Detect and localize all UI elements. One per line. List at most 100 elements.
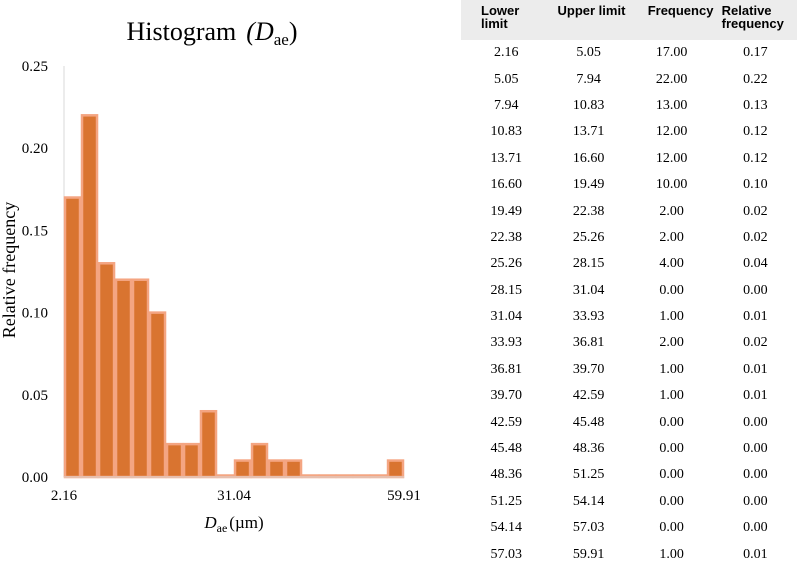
cell-relative-frequency: 0.00	[743, 520, 768, 536]
histogram-bar	[199, 409, 218, 479]
cell-frequency: 4.00	[659, 256, 684, 272]
x-axis-label-unit: (µm)	[229, 513, 263, 532]
cell-lower-limit: 16.60	[490, 177, 523, 193]
cell-relative-frequency: 0.02	[743, 229, 768, 245]
cell-lower-limit: 48.36	[490, 467, 523, 483]
cell-upper-limit: 25.26	[572, 229, 605, 245]
chart-title: Histogram (Dae)	[127, 17, 298, 49]
table-row: 7.94 10.83 13.00 0.13	[461, 93, 797, 119]
header-relative-frequency: Relative frequency	[713, 0, 797, 40]
cell-upper-limit: 31.04	[572, 282, 605, 298]
cell-frequency: 0.00	[659, 467, 684, 483]
cell-lower-limit: 39.70	[490, 388, 523, 404]
cell-relative-frequency: 0.00	[743, 467, 768, 483]
cell-lower-limit: 54.14	[490, 520, 523, 536]
table-row: 51.25 54.14 0.00 0.00	[461, 489, 797, 515]
cell-relative-frequency: 0.01	[743, 309, 768, 325]
y-tick-label: 0.20	[22, 141, 48, 157]
x-tick-label: 31.04	[217, 488, 251, 504]
cell-upper-limit: 42.59	[572, 388, 605, 404]
y-tick-label: 0.25	[22, 59, 48, 75]
cell-upper-limit: 36.81	[572, 335, 605, 351]
cell-lower-limit: 2.16	[494, 45, 519, 61]
table-row: 2.16 5.05 17.00 0.17	[461, 40, 797, 66]
table-row: 13.71 16.60 12.00 0.12	[461, 146, 797, 172]
cell-frequency: 12.00	[655, 124, 688, 140]
cell-upper-limit: 33.93	[572, 309, 605, 325]
chart-title-paren-open: (	[246, 17, 256, 46]
x-axis-label-var: D	[203, 513, 217, 532]
histogram-bar	[165, 442, 184, 479]
cell-frequency: 1.00	[659, 361, 684, 377]
cell-upper-limit: 28.15	[572, 256, 605, 272]
histogram-bar	[63, 196, 82, 479]
cell-relative-frequency: 0.12	[743, 124, 768, 140]
cell-frequency: 0.00	[659, 441, 684, 457]
histogram-bar	[250, 442, 269, 479]
x-axis-label: Dae (µm)	[203, 513, 263, 535]
histogram-bar	[148, 311, 167, 479]
histogram-bar	[233, 459, 252, 479]
table-header-row: Lower limit Upper limit Frequency Relati…	[461, 0, 797, 40]
cell-lower-limit: 7.94	[494, 97, 519, 113]
cell-relative-frequency: 0.01	[743, 388, 768, 404]
histogram-bar	[267, 459, 286, 479]
cell-frequency: 2.00	[659, 335, 684, 351]
header-upper-limit: Upper limit	[547, 0, 630, 40]
table-row: 10.83 13.71 12.00 0.12	[461, 119, 797, 145]
table-row: 22.38 25.26 2.00 0.02	[461, 225, 797, 251]
histogram-bars	[63, 114, 405, 479]
cell-frequency: 12.00	[655, 150, 688, 166]
cell-frequency: 0.00	[659, 282, 684, 298]
table-row: 31.04 33.93 1.00 0.01	[461, 304, 797, 330]
cell-relative-frequency: 0.12	[743, 150, 768, 166]
histogram-bar	[386, 459, 405, 479]
cell-lower-limit: 25.26	[490, 256, 523, 272]
table-row: 57.03 59.91 1.00 0.01	[461, 541, 797, 567]
cell-frequency: 0.00	[659, 493, 684, 509]
cell-relative-frequency: 0.00	[743, 493, 768, 509]
cell-lower-limit: 31.04	[490, 309, 523, 325]
cell-lower-limit: 13.71	[490, 150, 523, 166]
cell-frequency: 2.00	[659, 203, 684, 219]
table-row: 25.26 28.15 4.00 0.04	[461, 251, 797, 277]
cell-upper-limit: 54.14	[572, 493, 605, 509]
table-row: 5.05 7.94 22.00 0.22	[461, 66, 797, 92]
chart-title-var: D	[254, 17, 274, 46]
cell-lower-limit: 10.83	[490, 124, 523, 140]
cell-frequency: 0.00	[659, 520, 684, 536]
cell-frequency: 1.00	[659, 546, 684, 562]
cell-upper-limit: 45.48	[572, 414, 605, 430]
x-axis-ticks: 2.16 31.04 59.91	[51, 488, 421, 504]
cell-lower-limit: 28.15	[490, 282, 523, 298]
cell-frequency: 2.00	[659, 229, 684, 245]
cell-relative-frequency: 0.02	[743, 335, 768, 351]
histogram-bar	[284, 459, 303, 479]
header-frequency: Frequency	[629, 0, 714, 40]
table-row: 54.14 57.03 0.00 0.00	[461, 515, 797, 541]
cell-relative-frequency: 0.00	[743, 414, 768, 430]
histogram-bar	[182, 442, 201, 479]
table-row: 28.15 31.04 0.00 0.00	[461, 278, 797, 304]
histogram-bar	[80, 114, 99, 479]
chart-title-paren-close: )	[289, 17, 298, 46]
cell-upper-limit: 51.25	[572, 467, 605, 483]
cell-lower-limit: 33.93	[490, 335, 523, 351]
cell-relative-frequency: 0.01	[743, 361, 768, 377]
histogram-bar	[97, 262, 116, 479]
y-tick-label: 0.10	[22, 306, 48, 322]
y-tick-label: 0.00	[22, 470, 48, 486]
cell-frequency: 1.00	[659, 309, 684, 325]
table-row: 42.59 45.48 0.00 0.00	[461, 409, 797, 435]
cell-upper-limit: 5.05	[576, 45, 601, 61]
table-row: 48.36 51.25 0.00 0.00	[461, 462, 797, 488]
cell-upper-limit: 10.83	[572, 97, 605, 113]
y-tick-label: 0.15	[22, 223, 48, 239]
cell-relative-frequency: 0.17	[743, 45, 768, 61]
cell-lower-limit: 5.05	[494, 71, 519, 87]
x-axis-label-sub: ae	[217, 521, 228, 535]
y-axis-label: Relative frequency	[0, 202, 19, 338]
cell-frequency: 1.00	[659, 388, 684, 404]
cell-relative-frequency: 0.13	[743, 97, 768, 113]
x-tick-label: 59.91	[387, 488, 421, 504]
